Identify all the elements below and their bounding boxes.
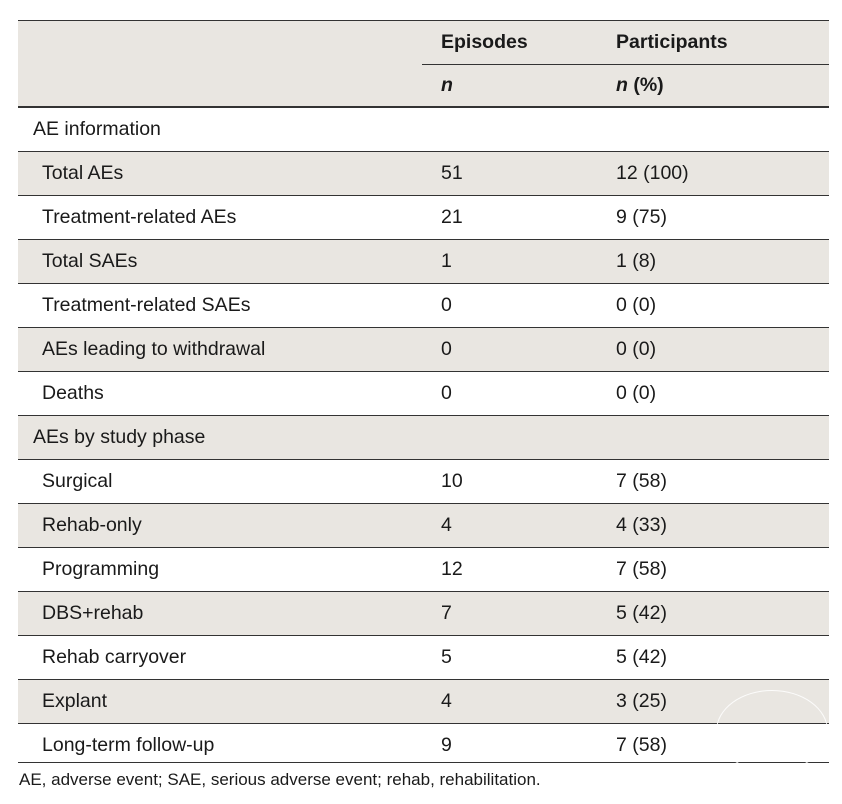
row-label: Programming (42, 558, 160, 580)
row-label: DBS+rehab (42, 602, 144, 624)
table-row: Rehab-only 4 4 (33) (18, 503, 829, 547)
row-label: AEs leading to withdrawal (42, 338, 266, 360)
row-participants: 0 (0) (616, 338, 657, 360)
table-subheader-row: n n (%) (18, 64, 829, 107)
header-divider (422, 64, 829, 65)
section-title: AEs by study phase (33, 426, 206, 448)
adverse-events-table: Episodes Participants n n (%) AE informa… (18, 20, 829, 767)
subheader-participants: n (%) (616, 64, 664, 106)
row-participants: 7 (58) (616, 558, 667, 580)
row-participants: 0 (0) (616, 382, 657, 404)
table-row: Treatment-related AEs 21 9 (75) (18, 195, 829, 239)
section-row: AE information (18, 107, 829, 151)
row-label: Treatment-related AEs (42, 206, 237, 228)
row-episodes: 12 (441, 558, 463, 580)
row-episodes: 9 (441, 734, 452, 756)
table-row: AEs leading to withdrawal 0 0 (0) (18, 327, 829, 371)
row-label: Total AEs (42, 162, 124, 184)
table-row: Long-term follow-up 9 7 (58) (18, 723, 829, 767)
row-episodes: 4 (441, 514, 452, 536)
row-participants: 4 (33) (616, 514, 667, 536)
row-participants: 1 (8) (616, 250, 657, 272)
row-label: Deaths (42, 382, 104, 404)
row-episodes: 5 (441, 646, 452, 668)
row-participants: 9 (75) (616, 206, 667, 228)
section-row: AEs by study phase (18, 415, 829, 459)
row-episodes: 10 (441, 470, 463, 492)
row-label: Rehab-only (42, 514, 142, 536)
table-row: Surgical 10 7 (58) (18, 459, 829, 503)
row-participants: 12 (100) (616, 162, 689, 184)
table-row: Explant 4 3 (25) (18, 679, 829, 723)
row-episodes: 21 (441, 206, 463, 228)
row-label: Treatment-related SAEs (42, 294, 251, 316)
row-participants: 3 (25) (616, 690, 667, 712)
row-label: Total SAEs (42, 250, 138, 272)
row-label: Explant (42, 690, 108, 712)
table-row: Deaths 0 0 (0) (18, 371, 829, 415)
row-participants: 5 (42) (616, 646, 667, 668)
table-row: Treatment-related SAEs 0 0 (0) (18, 283, 829, 327)
table-row: Total SAEs 1 1 (8) (18, 239, 829, 283)
row-episodes: 0 (441, 338, 452, 360)
table-bottom-rule (18, 762, 829, 763)
row-participants: 7 (58) (616, 734, 667, 756)
row-episodes: 1 (441, 250, 452, 272)
row-episodes: 4 (441, 690, 452, 712)
table-body: AE information Total AEs 51 12 (100) Treatme… (18, 107, 829, 767)
subheader-participants-pct: (%) (633, 73, 664, 96)
header-episodes: Episodes (441, 31, 528, 53)
table-row: Rehab carryover 5 5 (42) (18, 635, 829, 679)
table-row: Total AEs 51 12 (100) (18, 151, 829, 195)
subheader-episodes-n: n (441, 73, 453, 96)
table-row: Programming 12 7 (58) (18, 547, 829, 591)
row-label: Long-term follow-up (42, 734, 215, 756)
table-footnote: AE, adverse event; SAE, serious adverse … (19, 770, 541, 789)
row-label: Surgical (42, 470, 113, 492)
row-episodes: 7 (441, 602, 452, 624)
row-episodes: 0 (441, 294, 452, 316)
table-row: DBS+rehab 7 5 (42) (18, 591, 829, 635)
row-label: Rehab carryover (42, 646, 187, 668)
section-title: AE information (33, 118, 161, 140)
table-header-row: Episodes Participants (18, 20, 829, 64)
row-participants: 5 (42) (616, 602, 667, 624)
row-participants: 0 (0) (616, 294, 657, 316)
row-participants: 7 (58) (616, 470, 667, 492)
subheader-participants-n: n (616, 73, 628, 96)
header-participants: Participants (616, 31, 728, 53)
row-episodes: 0 (441, 382, 452, 404)
row-episodes: 51 (441, 162, 463, 184)
